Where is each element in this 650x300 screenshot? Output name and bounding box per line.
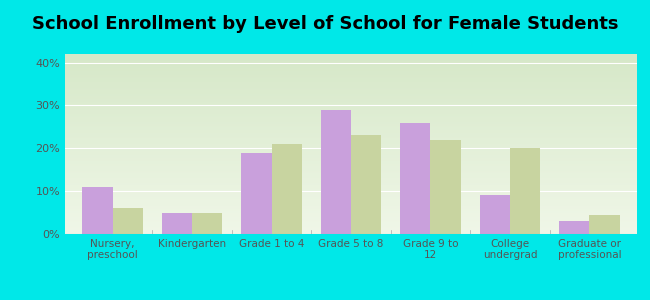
Bar <box>480 195 510 234</box>
Bar <box>351 135 381 234</box>
Text: School Enrollment by Level of School for Female Students: School Enrollment by Level of School for… <box>32 15 618 33</box>
Bar <box>83 187 112 234</box>
Bar <box>510 148 540 234</box>
Bar <box>430 140 461 234</box>
Bar <box>241 153 272 234</box>
Bar <box>559 221 590 234</box>
Bar <box>192 213 222 234</box>
Bar <box>272 144 302 234</box>
Bar <box>162 213 192 234</box>
Bar <box>112 208 143 234</box>
Bar <box>321 110 351 234</box>
Bar <box>400 123 430 234</box>
Bar <box>590 215 619 234</box>
